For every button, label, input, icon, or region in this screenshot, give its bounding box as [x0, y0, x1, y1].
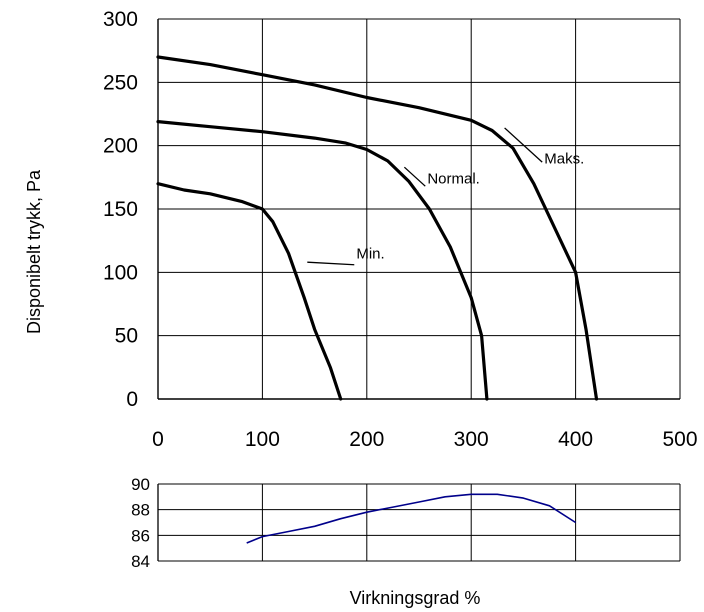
- x-tick-label: 100: [245, 428, 280, 451]
- y-tick-label: 86: [131, 526, 150, 545]
- pressure-chart: 0 50 100 150 200 250 300 0 100 200 300 400 500 Maks. N…: [103, 8, 698, 451]
- x-tick-label: 500: [662, 428, 697, 451]
- y-tick-label: 200: [103, 135, 138, 158]
- callout-leader: [403, 166, 426, 187]
- y-tick-label: 90: [131, 475, 150, 494]
- y-tick-label: 250: [103, 71, 138, 94]
- callout-label: Normal.: [427, 171, 480, 188]
- efficiency-chart: 84 86 88 90: [131, 475, 681, 571]
- x-tick-label: 400: [558, 428, 593, 451]
- x-tick-label: 300: [454, 428, 489, 451]
- y-tick-label: 88: [131, 501, 150, 520]
- series-line-maks: [156, 55, 599, 401]
- callout-label: Maks.: [544, 150, 584, 167]
- x-axis-label: Virkningsgrad %: [350, 588, 481, 608]
- y-axis-label: Disponibelt trykk, Pa: [24, 169, 44, 334]
- y-tick-label: 84: [131, 552, 150, 571]
- callout-leader: [307, 261, 355, 266]
- x-tick-label: 0: [152, 428, 164, 451]
- callout-leader: [504, 127, 543, 163]
- y-tick-label: 100: [103, 261, 138, 284]
- y-tick-label: 50: [115, 325, 138, 348]
- y-tick-label: 300: [103, 8, 138, 31]
- y-tick-label: 0: [126, 388, 138, 411]
- x-tick-label: 200: [349, 428, 384, 451]
- callout-label: Min.: [356, 245, 384, 262]
- y-tick-label: 150: [103, 198, 138, 221]
- series-line-min: [156, 182, 343, 401]
- series-line-efficiency: [246, 493, 577, 544]
- series-line-normal: [156, 119, 489, 401]
